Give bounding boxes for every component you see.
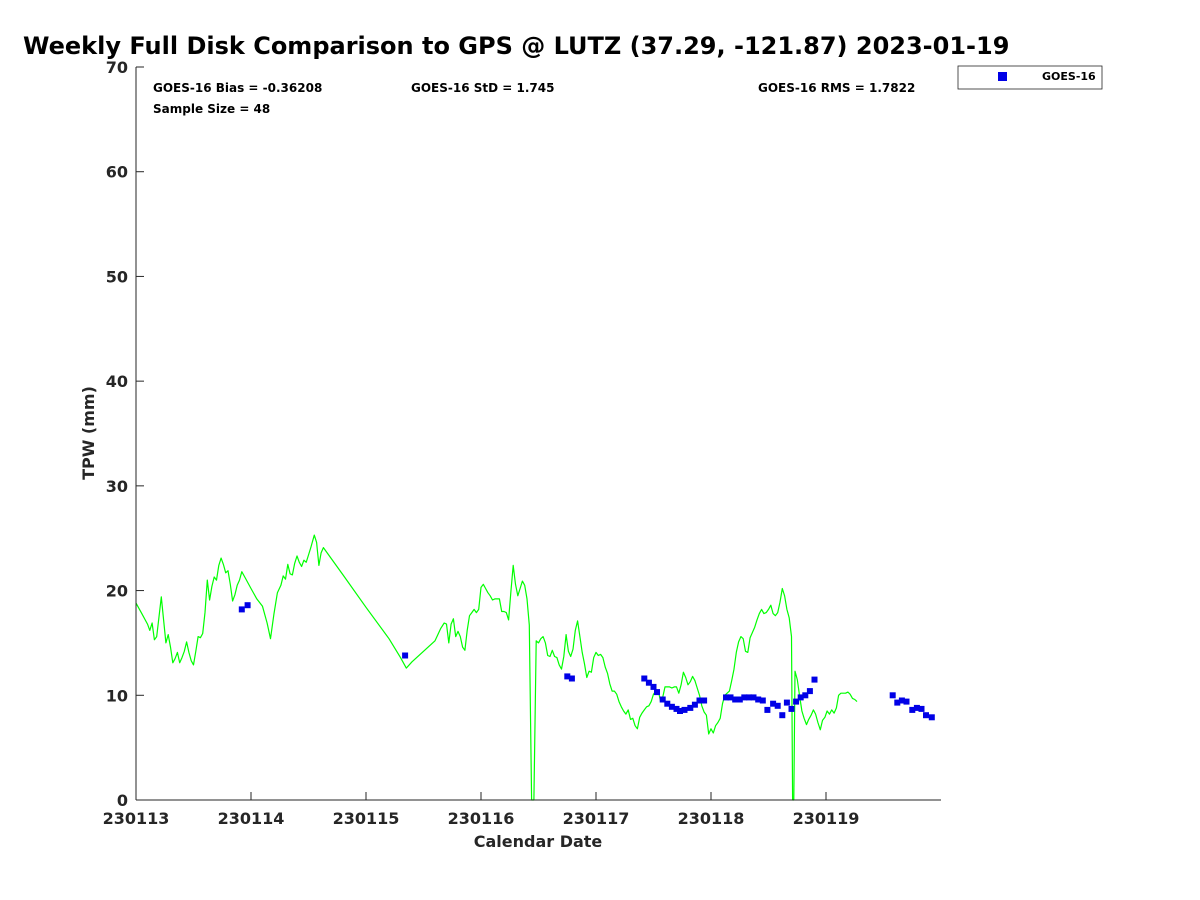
goes16-point <box>691 701 698 708</box>
plot-area: 0 10 20 30 40 50 60 70 230113 230114 230115 230116… <box>103 58 941 828</box>
chart-title: Weekly Full Disk Comparison to GPS @ LUT… <box>23 32 1009 60</box>
y-axis-label: TPW (mm) <box>79 386 98 480</box>
y-tick-label: 40 <box>106 372 128 391</box>
goes16-point <box>783 699 790 706</box>
goes16-point <box>568 675 575 682</box>
goes16-point <box>923 712 929 719</box>
goes16-point <box>687 704 694 711</box>
goes16-point <box>764 706 771 713</box>
plot-frame <box>136 67 941 800</box>
gps-tpw-line <box>135 534 858 801</box>
goes16-point <box>903 698 910 705</box>
goes16-point <box>755 696 762 703</box>
legend-label: GOES-16 <box>1042 70 1096 83</box>
goes16-point <box>802 692 809 699</box>
goes16-point <box>774 702 781 709</box>
sample-size-stat: Sample Size = 48 <box>153 102 270 116</box>
goes16-point <box>894 699 901 706</box>
goes16-point <box>732 696 739 703</box>
goes16-point <box>928 714 935 721</box>
x-tick-label: 230118 <box>678 809 745 828</box>
legend-marker <box>998 72 1007 81</box>
x-tick-label: 230114 <box>218 809 285 828</box>
x-ticks: 230113 230114 230115 230116 230117 230118 2301… <box>103 792 860 828</box>
y-tick-label: 70 <box>106 58 128 77</box>
goes16-point <box>723 694 729 701</box>
goes16-point <box>402 652 409 659</box>
y-tick-label: 20 <box>106 582 128 601</box>
goes16-point <box>779 712 786 719</box>
goes16-point <box>664 700 671 707</box>
goes16-point <box>811 676 818 683</box>
x-tick-label: 230116 <box>448 809 515 828</box>
goes16-point <box>564 673 571 680</box>
goes16-point <box>681 706 688 713</box>
goes16-point <box>641 675 648 682</box>
goes16-point <box>659 696 666 703</box>
x-tick-label: 230119 <box>793 809 860 828</box>
goes16-point <box>736 696 743 703</box>
goes16-point <box>668 703 675 710</box>
goes16-point <box>244 602 251 609</box>
x-tick-label: 230117 <box>563 809 630 828</box>
goes16-point <box>889 692 896 699</box>
y-tick-label: 0 <box>117 791 128 810</box>
goes16-point <box>797 694 804 701</box>
goes16-point <box>909 706 916 713</box>
goes16-point <box>770 700 777 707</box>
goes16-point <box>701 697 708 704</box>
goes16-point <box>759 697 766 704</box>
x-tick-label: 230115 <box>333 809 400 828</box>
goes16-point <box>238 606 245 613</box>
std-stat: GOES-16 StD = 1.745 <box>411 81 554 95</box>
goes16-point <box>741 694 748 701</box>
rms-stat: GOES-16 RMS = 1.7822 <box>758 81 915 95</box>
y-tick-label: 60 <box>106 163 128 182</box>
legend-box <box>957 65 1103 90</box>
goes16-point <box>654 689 660 696</box>
bias-stat: GOES-16 Bias = -0.36208 <box>153 81 322 95</box>
y-tick-label: 30 <box>106 477 128 496</box>
goes16-point <box>677 708 683 714</box>
y-tick-label: 50 <box>106 267 128 286</box>
goes16-point <box>918 705 925 712</box>
goes16-point <box>913 704 920 711</box>
goes16-point <box>727 694 734 701</box>
goes16-point <box>645 679 652 686</box>
goes16-point <box>673 705 680 712</box>
goes16-point <box>650 683 657 690</box>
goes16-point <box>788 705 795 712</box>
goes16-point <box>746 694 752 701</box>
x-tick-label: 230113 <box>103 809 170 828</box>
y-ticks: 0 10 20 30 40 50 60 70 <box>106 58 144 810</box>
goes16-point <box>696 697 703 704</box>
goes16-point <box>806 688 813 695</box>
goes16-point <box>793 698 800 705</box>
x-axis-label: Calendar Date <box>474 832 603 851</box>
y-tick-label: 10 <box>106 686 128 705</box>
goes16-point <box>750 694 757 701</box>
line-layer <box>135 534 858 801</box>
point-layer <box>238 602 935 721</box>
legend: GOES-16 <box>957 65 1103 90</box>
goes16-point <box>898 697 905 704</box>
